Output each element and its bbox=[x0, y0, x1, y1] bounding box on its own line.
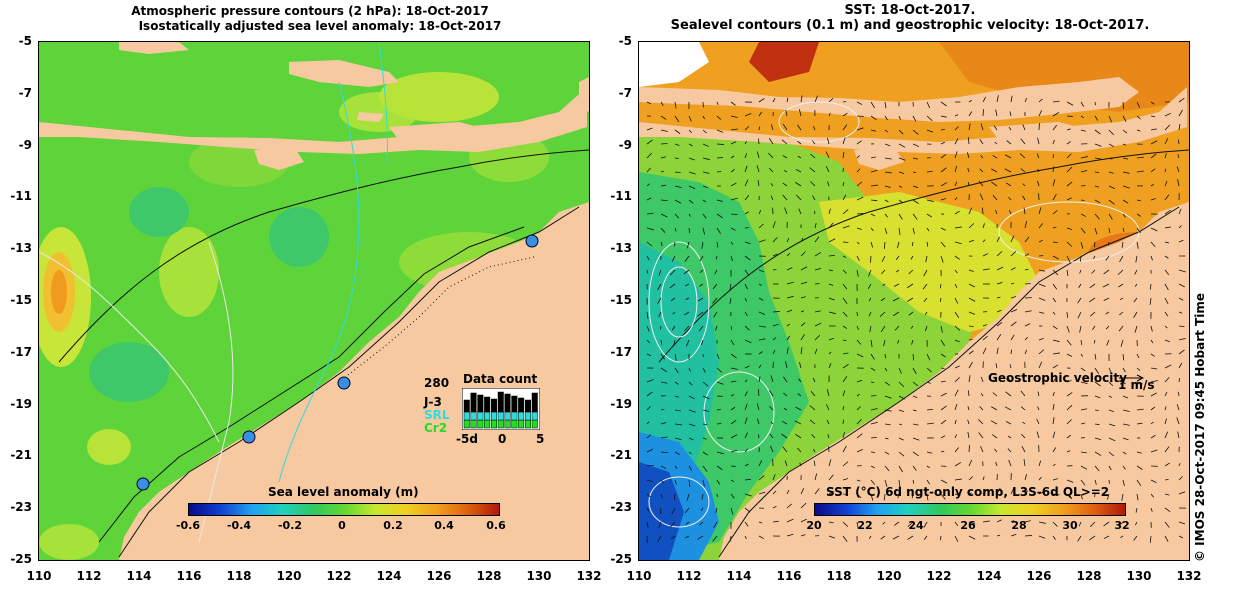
longitude-tick: 132 bbox=[1176, 569, 1202, 583]
sla-colorbar bbox=[188, 503, 500, 516]
sla-tick: -0.4 bbox=[226, 519, 252, 532]
velocity-scale-arrow bbox=[1118, 370, 1146, 382]
sla-tick: 0.6 bbox=[486, 519, 506, 532]
longitude-tick: 128 bbox=[1076, 569, 1102, 583]
data-count-value: 280 bbox=[424, 376, 450, 390]
data-count-title: Data count bbox=[463, 372, 538, 386]
longitude-tick: 120 bbox=[276, 569, 302, 583]
sea-level-anomaly-map bbox=[38, 41, 590, 561]
latitude-tick: -13 bbox=[10, 241, 32, 256]
longitude-tick: 112 bbox=[676, 569, 702, 583]
longitude-tick: 118 bbox=[226, 569, 252, 583]
longitude-tick: 110 bbox=[26, 569, 52, 583]
longitude-tick: 120 bbox=[876, 569, 902, 583]
right-title-line1: SST: 18-Oct-2017. bbox=[844, 3, 976, 18]
longitude-tick: 112 bbox=[76, 569, 102, 583]
inset-xtick-minus5: -5d bbox=[456, 432, 478, 446]
sst-tick: 30 bbox=[1062, 519, 1078, 532]
latitude-tick: -17 bbox=[610, 344, 632, 359]
imos-credit: © IMOS 28-Oct-2017 09:45 Hobart Time bbox=[1193, 292, 1207, 562]
sla-tick: -0.6 bbox=[175, 519, 201, 532]
velocity-scale-label: 1 m/s bbox=[1118, 378, 1155, 392]
latitude-tick: -25 bbox=[10, 552, 32, 566]
latitude-tick: -21 bbox=[610, 448, 632, 463]
sla-tick: 0.2 bbox=[383, 519, 403, 532]
sst-tick: 24 bbox=[908, 519, 924, 532]
longitude-tick: 130 bbox=[1126, 569, 1152, 583]
latitude-tick: -19 bbox=[610, 396, 632, 411]
longitude-tick: 124 bbox=[976, 569, 1002, 583]
sst-colorbar-title: SST (°C) 6d ngt-only comp, L3S-6d QL>=2 bbox=[826, 485, 1110, 499]
sst-map bbox=[638, 41, 1190, 561]
latitude-tick: -21 bbox=[10, 448, 32, 463]
data-count-histogram bbox=[461, 387, 541, 431]
latitude-tick: -5 bbox=[618, 34, 632, 48]
left-title-line1: Atmospheric pressure contours (2 hPa): 1… bbox=[131, 4, 489, 18]
latitude-tick: -11 bbox=[610, 189, 632, 204]
sla-colorbar-title: Sea level anomaly (m) bbox=[268, 485, 419, 499]
latitude-tick: -13 bbox=[610, 241, 632, 256]
latitude-tick: -15 bbox=[610, 293, 632, 307]
longitude-tick: 122 bbox=[326, 569, 352, 583]
latitude-tick: -9 bbox=[18, 137, 32, 152]
longitude-tick: 132 bbox=[576, 569, 602, 583]
sst-tick: 32 bbox=[1114, 519, 1130, 532]
latitude-tick: -23 bbox=[610, 500, 632, 515]
series-srl-label: SRL bbox=[424, 408, 450, 422]
series-cr2-label: Cr2 bbox=[424, 421, 448, 435]
latitude-tick: -23 bbox=[10, 500, 32, 515]
sst-tick: 26 bbox=[960, 519, 976, 532]
sst-tick: 20 bbox=[806, 519, 822, 532]
latitude-tick: -7 bbox=[18, 85, 32, 100]
latitude-tick: -19 bbox=[10, 396, 32, 411]
sla-colorbar-ticks: -0.6 -0.4 -0.2 0 0.2 0.4 0.6 bbox=[173, 519, 513, 535]
longitude-tick: 114 bbox=[126, 569, 152, 583]
series-j3-label: J-3 bbox=[424, 395, 442, 409]
latitude-tick: -9 bbox=[618, 137, 632, 152]
left-title-line2: Isostatically adjusted sea level anomaly… bbox=[138, 19, 502, 33]
latitude-tick: -17 bbox=[10, 344, 32, 359]
longitude-tick: 110 bbox=[626, 569, 652, 583]
latitude-tick: -11 bbox=[10, 189, 32, 204]
sla-tick: -0.2 bbox=[277, 519, 303, 532]
sst-tick: 22 bbox=[857, 519, 873, 532]
latitude-tick: -25 bbox=[610, 552, 632, 566]
longitude-tick: 124 bbox=[376, 569, 402, 583]
sst-colorbar-ticks: 20 22 24 26 28 30 32 bbox=[799, 519, 1139, 535]
longitude-tick: 114 bbox=[726, 569, 752, 583]
sst-colorbar bbox=[814, 503, 1126, 516]
right-title-line2: Sealevel contours (0.1 m) and geostrophi… bbox=[670, 18, 1150, 33]
sla-tick: 0.4 bbox=[434, 519, 454, 532]
sla-tick: 0 bbox=[338, 519, 346, 532]
longitude-tick: 128 bbox=[476, 569, 502, 583]
inset-xtick-0: 0 bbox=[498, 432, 507, 446]
latitude-tick: -5 bbox=[18, 34, 32, 48]
latitude-tick: -7 bbox=[618, 85, 632, 100]
longitude-tick: 116 bbox=[176, 569, 202, 583]
inset-xtick-5: 5 bbox=[536, 432, 545, 446]
longitude-tick: 126 bbox=[1026, 569, 1052, 583]
sst-tick: 28 bbox=[1011, 519, 1027, 532]
longitude-tick: 118 bbox=[826, 569, 852, 583]
longitude-tick: 116 bbox=[776, 569, 802, 583]
latitude-tick: -15 bbox=[10, 293, 32, 307]
longitude-tick: 130 bbox=[526, 569, 552, 583]
longitude-tick: 126 bbox=[426, 569, 452, 583]
longitude-tick: 122 bbox=[926, 569, 952, 583]
geostrophic-velocity-label: Geostrophic velocity bbox=[988, 371, 1127, 385]
